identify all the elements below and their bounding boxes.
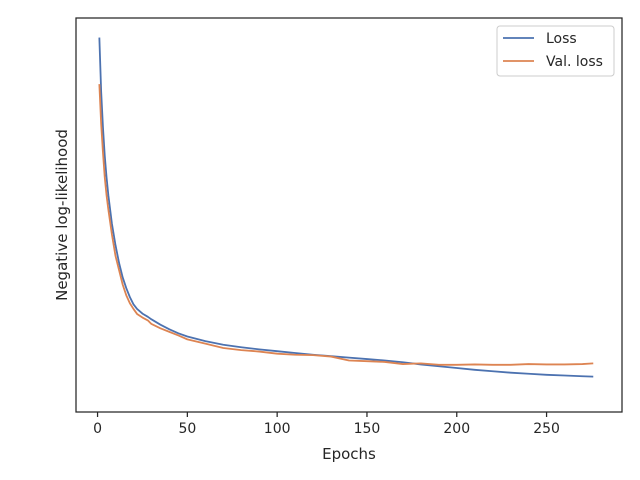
series-line-val-loss — [98, 84, 594, 366]
x-tick-label: 250 — [533, 421, 560, 437]
x-axis-ticks: 0 50 100 150 200 250 — [93, 412, 560, 437]
series-line-loss — [98, 37, 594, 378]
legend-label-loss: Loss — [546, 31, 577, 47]
plot-background — [76, 18, 622, 412]
series-layer — [98, 37, 594, 378]
x-axis-label: Epochs — [322, 445, 376, 463]
x-tick-label: 150 — [354, 421, 381, 437]
plot-frame — [75, 17, 623, 413]
x-tick-label: 100 — [264, 421, 291, 437]
legend: Loss Val. loss — [496, 25, 615, 77]
y-axis-label: Negative log-likelihood — [53, 129, 71, 301]
x-tick-label: 0 — [93, 421, 102, 437]
x-tick-label: 50 — [178, 421, 196, 437]
legend-label-val-loss: Val. loss — [546, 54, 603, 70]
x-tick-label: 200 — [443, 421, 470, 437]
